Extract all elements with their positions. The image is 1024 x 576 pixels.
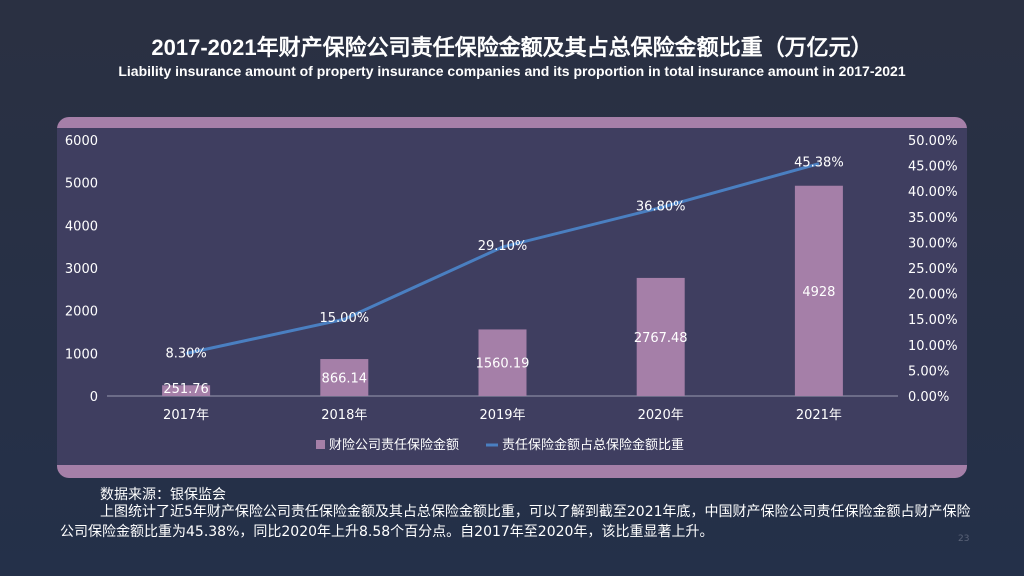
right-tick-label: 10.00%	[908, 339, 958, 354]
line-data-label: 36.80%	[636, 200, 686, 215]
page-title: 2017-2021年财产保险公司责任保险金额及其占总保险金额比重（万亿元）	[151, 35, 873, 60]
bar	[162, 385, 211, 396]
left-tick-label: 0	[90, 390, 98, 405]
left-tick-label: 2000	[65, 305, 98, 320]
bar	[636, 277, 685, 396]
line-data-label: 8.30%	[165, 347, 206, 362]
x-tick-label: 2021年	[796, 408, 842, 423]
legend-bar-label: 财险公司责任保险金额	[329, 437, 459, 453]
line-data-label: 29.10%	[478, 239, 528, 254]
x-tick-label: 2019年	[479, 408, 525, 423]
left-tick-label: 1000	[65, 347, 98, 362]
page-subtitle: Liability insurance amount of property i…	[118, 63, 906, 79]
x-tick-label: 2020年	[638, 408, 684, 423]
right-tick-label: 40.00%	[908, 185, 958, 200]
left-tick-label: 3000	[65, 262, 98, 277]
bar-data-label: 2767.48	[634, 331, 688, 346]
bar-data-label: 866.14	[322, 372, 368, 387]
left-tick-label: 5000	[65, 177, 98, 192]
line-series	[185, 162, 820, 355]
right-tick-label: 0.00%	[908, 390, 949, 405]
bar-data-label: 1560.19	[476, 357, 530, 372]
bar-data-label: 251.76	[163, 382, 209, 397]
line-data-label: 45.38%	[794, 156, 844, 171]
left-tick-label: 4000	[65, 219, 98, 234]
bar	[320, 359, 369, 396]
bar-data-label: 4928	[802, 285, 835, 300]
x-tick-label: 2017年	[163, 408, 209, 423]
data-source: 数据来源：银保监会	[100, 487, 226, 503]
description-text: 上图统计了近5年财产保险公司责任保险金额及其占总保险金额比重，可以了解到截至20…	[60, 504, 971, 540]
right-tick-label: 45.00%	[908, 160, 958, 175]
right-tick-label: 35.00%	[908, 211, 958, 226]
right-tick-label: 15.00%	[908, 313, 958, 328]
right-tick-label: 25.00%	[908, 262, 958, 277]
right-tick-label: 5.00%	[908, 364, 949, 379]
legend-line-label: 责任保险金额占总保险金额比重	[502, 437, 684, 453]
right-tick-label: 30.00%	[908, 236, 958, 251]
left-tick-label: 6000	[65, 134, 98, 149]
bar	[478, 329, 527, 396]
bar	[794, 185, 843, 396]
page-number: 23	[958, 534, 970, 544]
right-tick-label: 20.00%	[908, 288, 958, 303]
x-tick-label: 2018年	[321, 408, 367, 423]
legend-bar-swatch	[316, 440, 325, 449]
right-tick-label: 50.00%	[908, 134, 958, 149]
line-data-label: 15.00%	[320, 311, 370, 326]
